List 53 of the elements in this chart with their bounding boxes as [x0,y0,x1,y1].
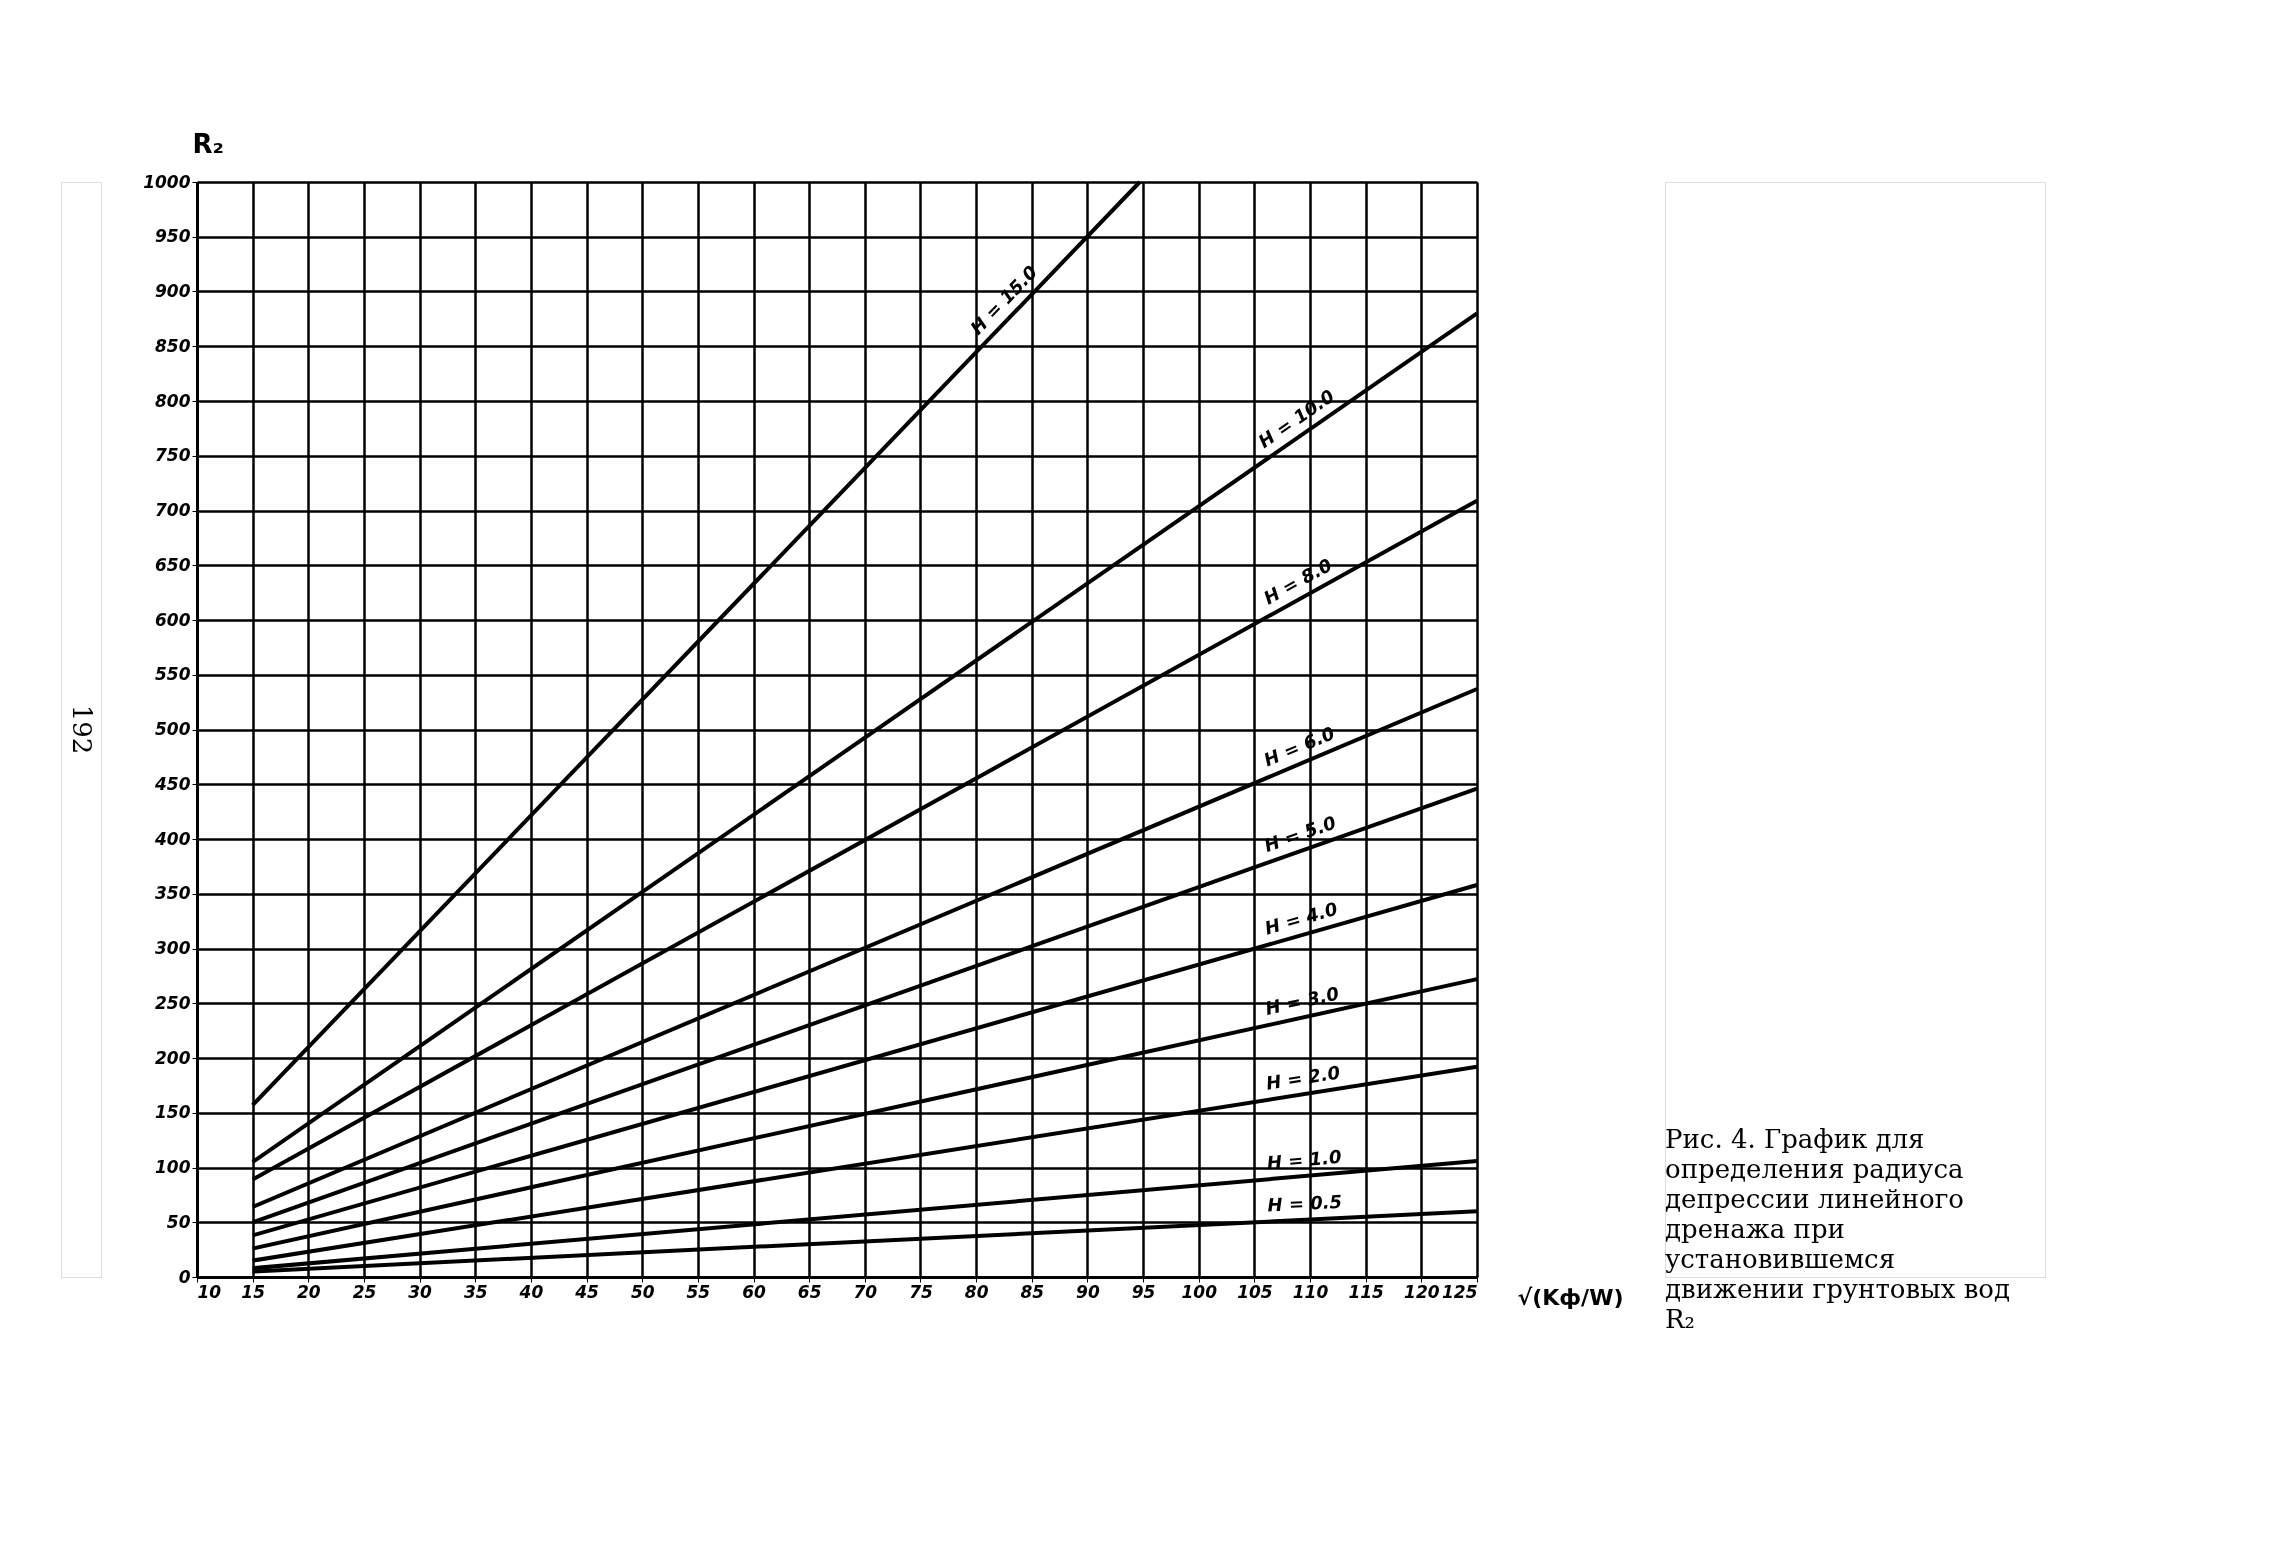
y-tick-label: 300 [155,938,191,958]
y-tick-label: 1000 [143,171,191,192]
y-tick-label: 0 [178,1266,191,1287]
text: H = 1.0 [1266,1145,1343,1174]
x-tick-label: 30 [408,1281,433,1302]
y-tick-label: 200 [155,1047,191,1068]
y-tick-label: 450 [154,773,191,794]
y-tick-label: 150 [155,1102,191,1123]
y-tick-label: 50 [166,1211,191,1232]
y-tick-label: 750 [155,445,191,466]
x-tick-label: 120 [1404,1281,1440,1302]
x-tick-label: 20 [296,1281,321,1302]
x-tick-label: 25 [352,1281,377,1302]
x-tick-label: 85 [1020,1281,1045,1302]
y-tick-label: 400 [154,828,191,849]
x-tick-label: 125 [1442,1281,1478,1302]
x-tick-label: 90 [1076,1281,1100,1302]
x-tick-label: 105 [1237,1281,1273,1302]
text: H = 2.0 [1264,1061,1342,1094]
y-tick-label: 650 [155,554,191,575]
x-tick-label: 45 [574,1281,599,1302]
y-tick-label: 500 [155,719,191,739]
x-tick-label: 50 [630,1281,655,1302]
y-tick-label: 350 [155,883,191,904]
x-tick-label: 75 [909,1281,933,1302]
series-label: H = 0.5 [1267,1190,1343,1216]
y-tick-label: 850 [155,335,191,356]
x-tick-label: 35 [463,1281,488,1302]
x-tick-label: 70 [853,1281,878,1302]
y-tick-label: 700 [155,500,191,520]
x-axis-title: √(Kф/W) [1517,1284,1624,1310]
y-tick-label: 100 [155,1157,191,1177]
y-tick-label: 550 [155,664,191,685]
x-tick-label: 95 [1131,1281,1156,1302]
y-tick-label: 900 [155,281,191,301]
y-tick-label: 950 [155,226,191,247]
x-tick-label: 10 [197,1281,222,1302]
x-tick-label: 15 [241,1281,265,1302]
x-tick-label: 80 [964,1281,989,1302]
text: 192 [67,704,97,755]
y-axis-title: R₂ [192,128,224,159]
text: H = 4.0 [1262,897,1340,939]
y-tick-label: 250 [155,992,191,1013]
x-tick-label: 100 [1181,1281,1218,1302]
x-tick-label: 55 [686,1281,711,1302]
x-tick-label: 60 [742,1281,767,1302]
x-tick-label: 40 [518,1281,544,1302]
x-tick-label: 110 [1292,1281,1329,1302]
text: Рис. 4. График для определения радиуса депрессии линейного дренажа при установившемся движении грунтовых вод R₂ [1665,1124,2011,1334]
x-tick-label: 115 [1348,1281,1384,1302]
y-tick-label: 600 [155,609,191,630]
x-tick-label: 65 [797,1281,822,1302]
y-tick-label: 800 [155,390,191,411]
